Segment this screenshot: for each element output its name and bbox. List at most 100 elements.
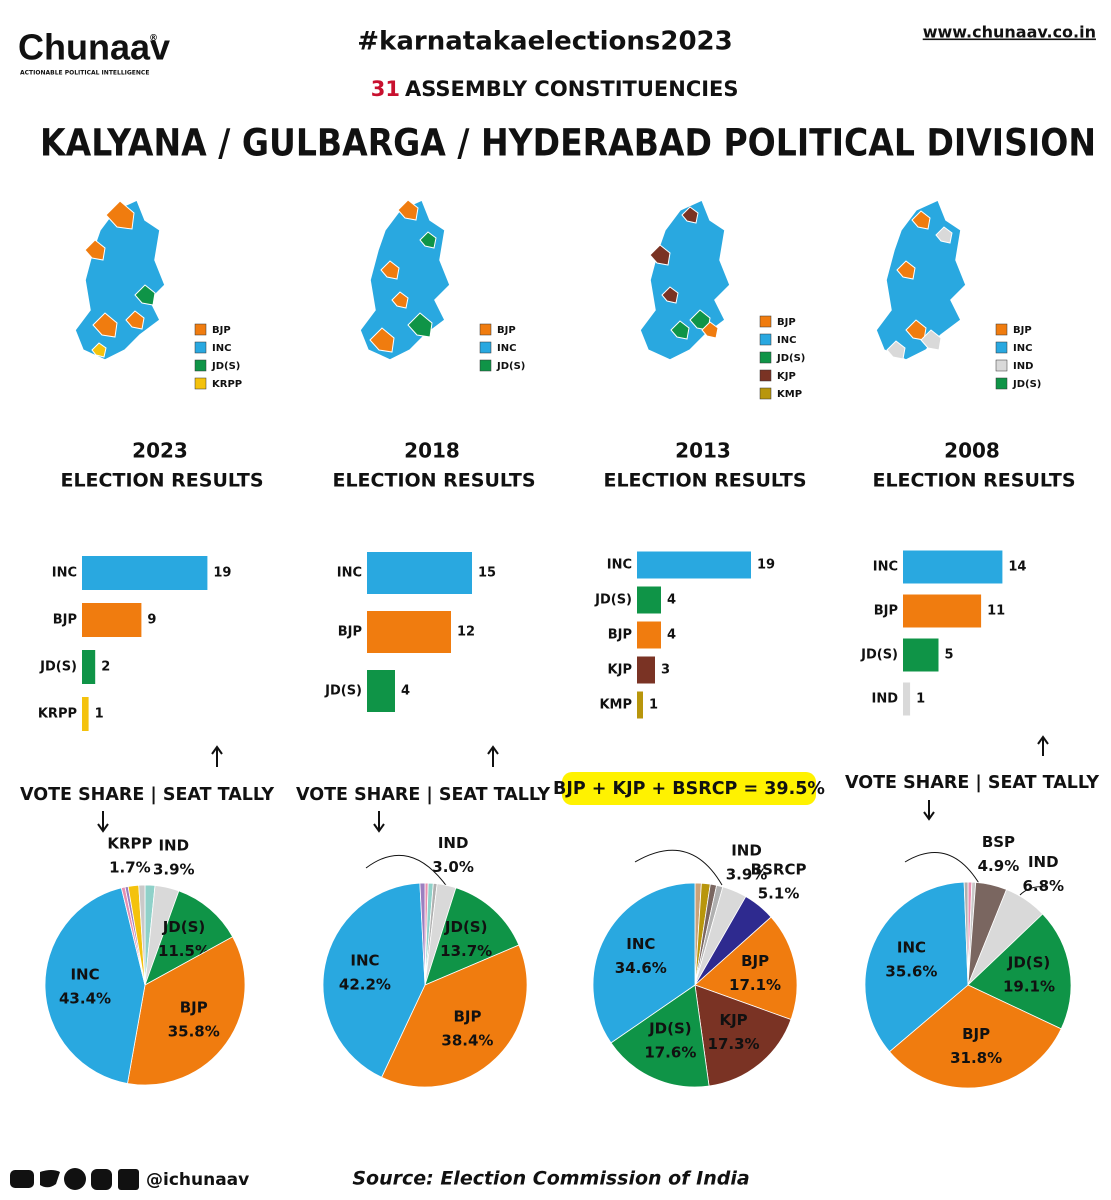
slice-name: INC — [897, 939, 926, 957]
slice-value: 3.9% — [726, 865, 768, 883]
bar — [903, 638, 939, 672]
icon-linkedin[interactable] — [118, 1169, 139, 1190]
bar — [903, 682, 911, 716]
slice-name: BJP — [962, 1025, 990, 1043]
arrow-up — [487, 745, 499, 767]
icon-instagram[interactable] — [91, 1169, 112, 1190]
hashtag: #karnatakaelections2023 — [357, 27, 732, 57]
pie-slice — [592, 882, 696, 1044]
chart-subtitle: ELECTION RESULTS — [60, 470, 263, 492]
bar-value: 4 — [401, 684, 410, 699]
district-map — [639, 198, 731, 361]
bar — [367, 611, 451, 653]
bar-value: 5 — [945, 648, 954, 663]
chart-subtitle: ELECTION RESULTS — [603, 470, 806, 492]
curved-arrow — [904, 852, 981, 886]
slice-value: 1.7% — [109, 858, 151, 876]
map-region — [905, 319, 927, 341]
bar-category: BJP — [874, 604, 898, 619]
seat-text: ASSEMBLY CONSTITUENCIES — [405, 77, 739, 101]
slice-value: 11.5% — [158, 942, 210, 960]
bar-category: BJP — [53, 613, 77, 628]
chart-subtitle: ELECTION RESULTS — [872, 470, 1075, 492]
bar-category: JD(S) — [39, 660, 77, 675]
slice-name: BSRCP — [751, 861, 807, 879]
annotation: VOTE SHARE | SEAT TALLY — [845, 773, 1099, 793]
map-region — [661, 286, 679, 304]
map-region — [407, 312, 433, 338]
legend-label: BJP — [212, 325, 231, 336]
bar-category: INC — [607, 558, 632, 573]
legend-label: BJP — [777, 317, 796, 328]
bar — [82, 697, 89, 731]
registered-mark: ® — [149, 34, 158, 44]
bar-value: 4 — [667, 593, 676, 608]
legend-swatch — [995, 341, 1008, 354]
legend-swatch — [479, 323, 492, 336]
bar-category: JD(S) — [594, 593, 632, 608]
icon-youtube[interactable] — [10, 1170, 34, 1188]
legend-swatch — [194, 359, 207, 372]
bar-value: 12 — [457, 625, 475, 640]
legend-swatch — [759, 315, 772, 328]
legend-label: BJP — [1013, 325, 1032, 336]
icon-twitter[interactable] — [40, 1170, 60, 1188]
brand: Chunaav — [18, 27, 170, 68]
slice-value: 31.8% — [950, 1049, 1002, 1067]
arrow-down — [97, 811, 109, 833]
district-map — [359, 198, 451, 361]
legend-label: JD(S) — [496, 361, 525, 372]
legend-label: KJP — [777, 371, 796, 382]
bar-value: 1 — [649, 698, 658, 713]
bar — [637, 586, 661, 614]
bar — [637, 656, 655, 684]
legend-label: INC — [497, 343, 516, 354]
legend-label: INC — [1013, 343, 1032, 354]
bar — [367, 552, 472, 594]
bar — [637, 551, 751, 579]
map-region — [397, 199, 419, 221]
legend-swatch — [194, 323, 207, 336]
social-icons — [10, 1168, 139, 1190]
bar-value: 15 — [478, 566, 496, 581]
map-region — [125, 310, 145, 330]
slice-name: IND — [731, 841, 762, 859]
slice-value: 6.8% — [1022, 877, 1064, 895]
pie-slice — [127, 936, 246, 1086]
bar-value: 2 — [101, 660, 110, 675]
pie-slice — [381, 944, 528, 1088]
bar-category: BJP — [338, 625, 362, 640]
slice-value: 3.9% — [153, 861, 195, 879]
website[interactable]: www.chunaav.co.in — [923, 23, 1096, 42]
slice-value: 19.1% — [1003, 978, 1055, 996]
pie-slice — [610, 984, 710, 1088]
bar — [637, 691, 643, 719]
slice-name: INC — [70, 965, 99, 983]
slice-value: 3.0% — [432, 858, 474, 876]
icon-facebook[interactable] — [64, 1168, 86, 1190]
legend-swatch — [194, 377, 207, 390]
arrows — [97, 735, 1049, 896]
slice-value: 4.9% — [978, 857, 1020, 875]
slice-name: IND — [158, 837, 189, 855]
bar-category: INC — [337, 566, 362, 581]
slice-value: 17.1% — [729, 976, 781, 994]
slice-name: BJP — [453, 1008, 481, 1026]
pie-slice — [888, 984, 1062, 1089]
slice-value: 43.4% — [59, 989, 111, 1007]
legend-label: JD(S) — [776, 353, 805, 364]
legend-label: KMP — [777, 389, 802, 400]
map-region — [701, 321, 719, 339]
legend-swatch — [759, 333, 772, 346]
bar-category: IND — [871, 692, 898, 707]
bar-value: 3 — [661, 663, 670, 678]
slice-name: JD(S) — [648, 1020, 692, 1038]
map-region — [91, 342, 107, 358]
pie-slice — [963, 881, 969, 986]
annotation: BJP + KJP + BSRCP = 39.5% — [553, 779, 825, 799]
bar-value: 11 — [987, 604, 1005, 619]
bar — [82, 650, 96, 684]
slice-value: 35.6% — [885, 963, 937, 981]
main-title: KALYANA / GULBARGA / HYDERABAD POLITICAL… — [40, 122, 1096, 165]
